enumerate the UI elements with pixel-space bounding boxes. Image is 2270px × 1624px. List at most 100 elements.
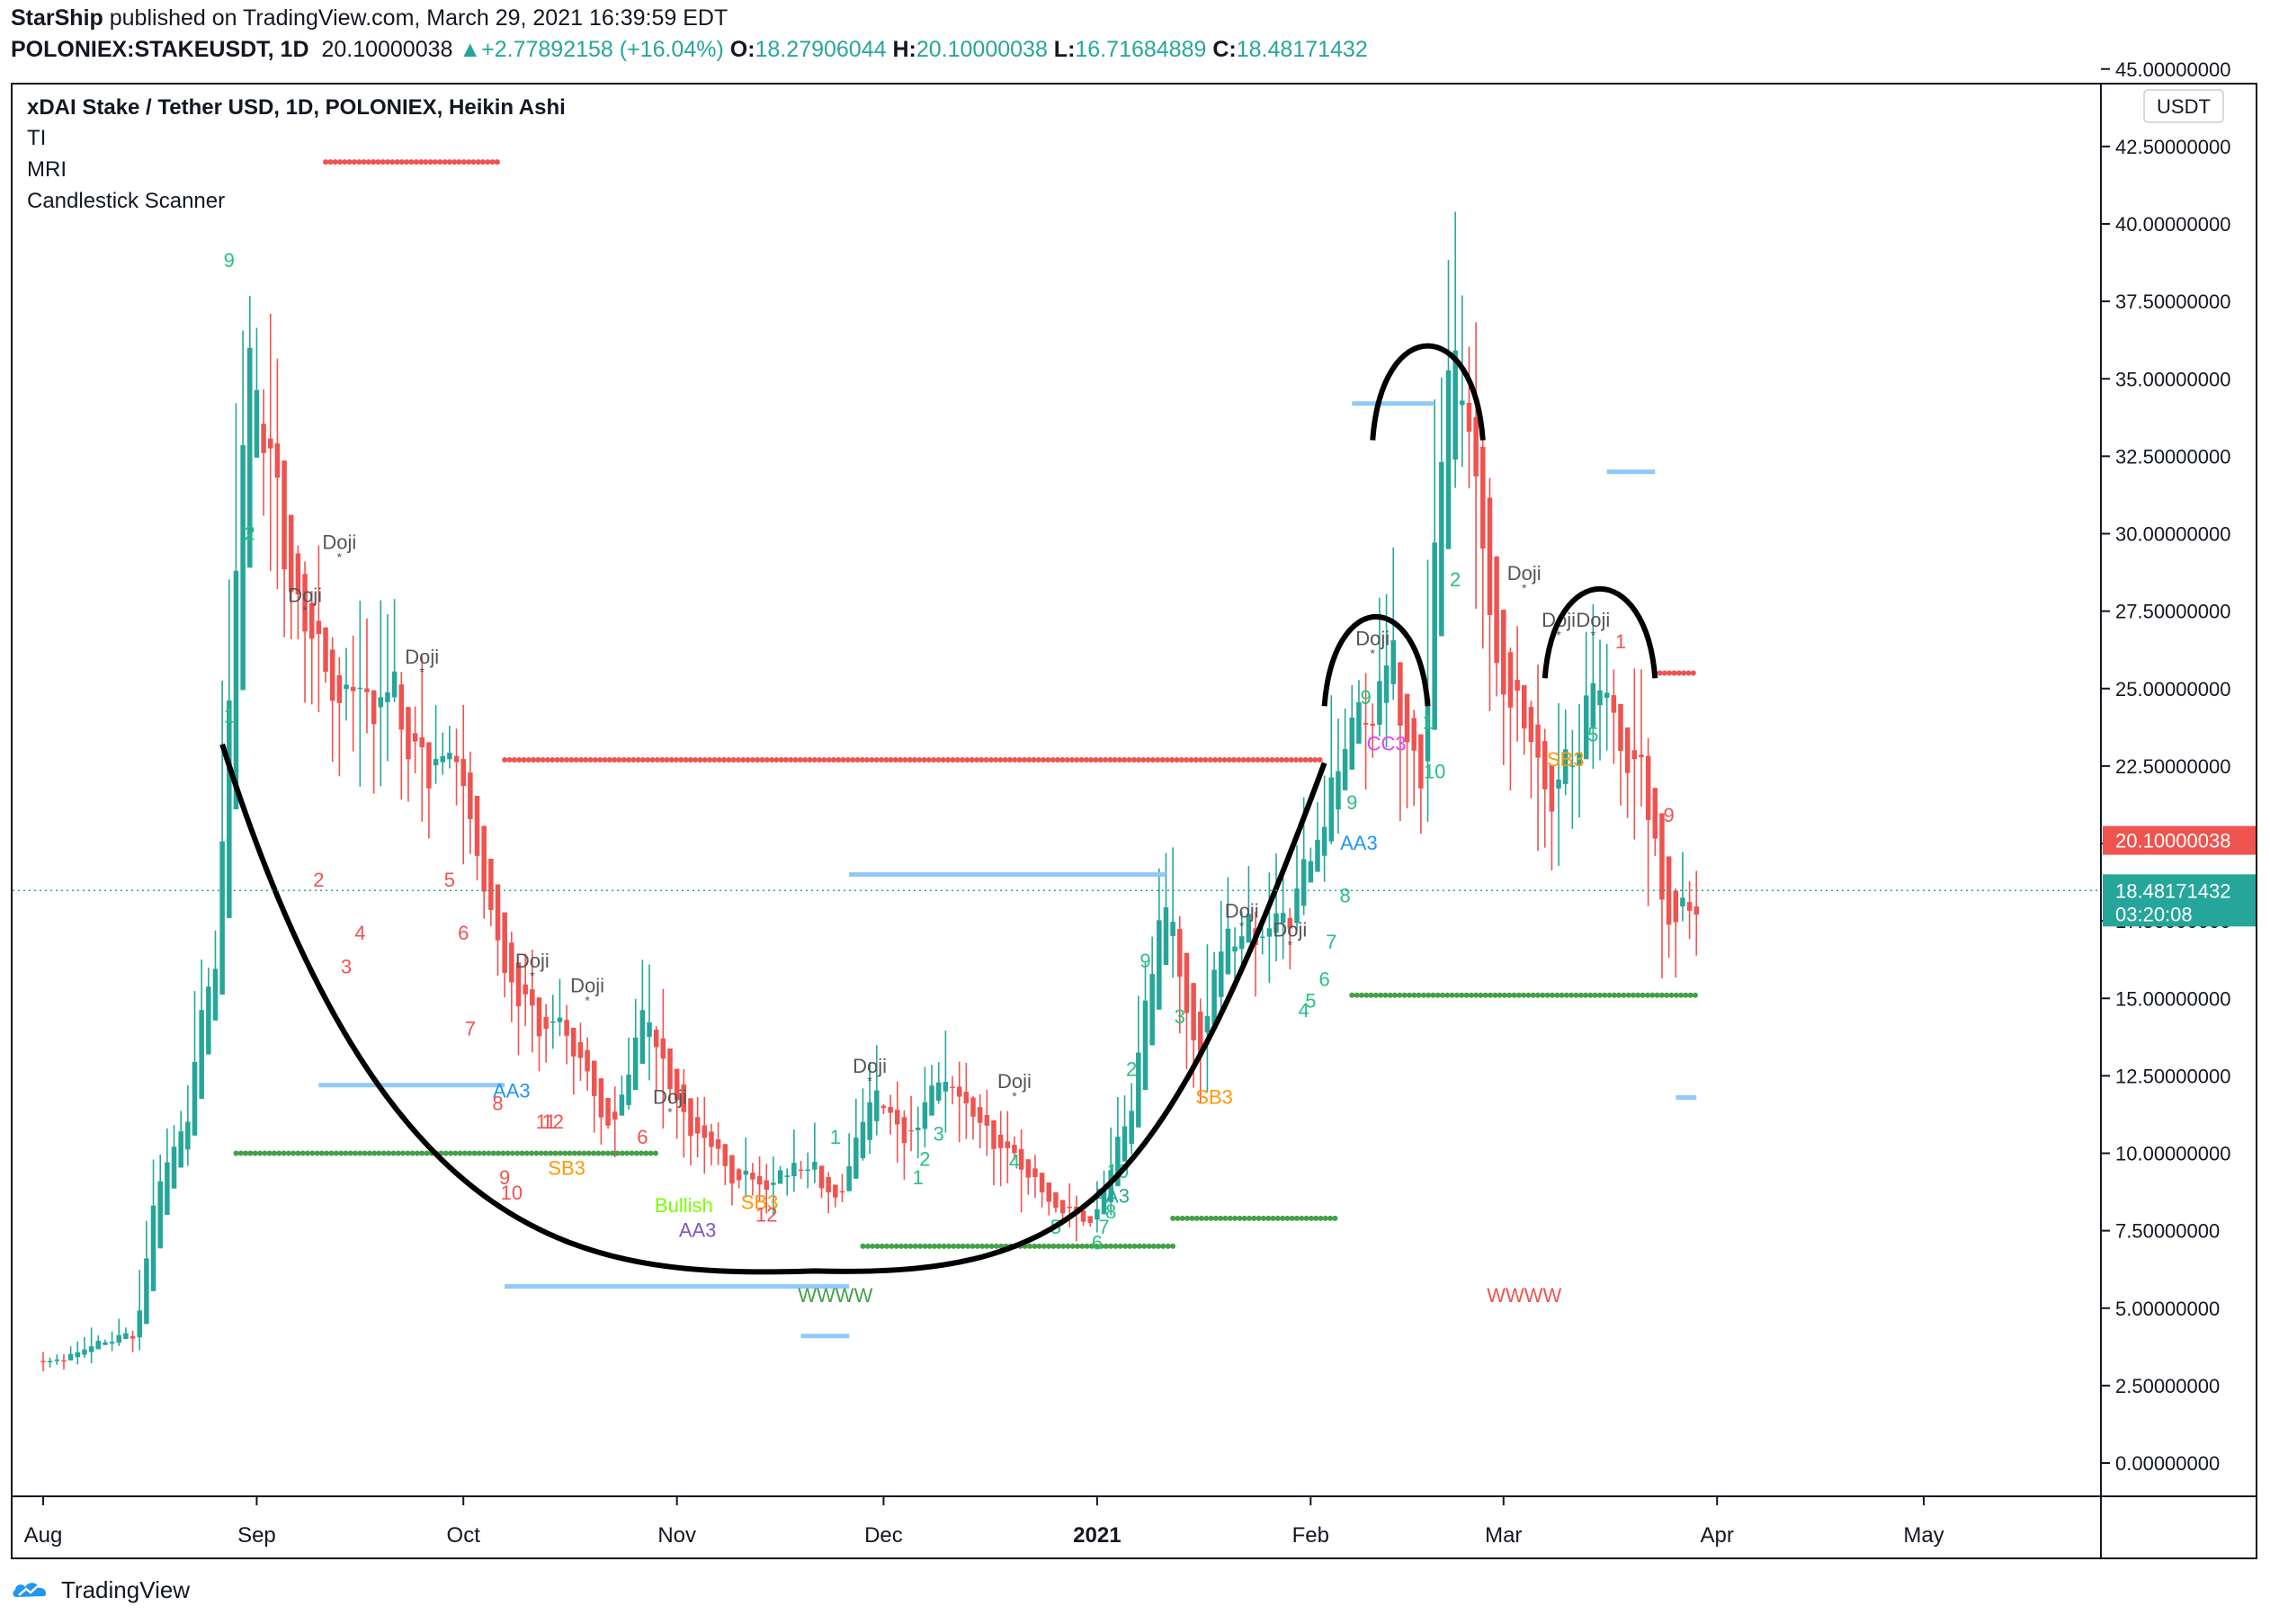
indicator-ti[interactable]: TI: [27, 126, 47, 150]
candle-body: [364, 688, 370, 692]
up-arrow-icon: ▲: [459, 37, 482, 62]
candle-body: [371, 690, 377, 725]
candle-body: [1673, 890, 1679, 923]
candle-body: [1246, 914, 1252, 943]
candle-body: [694, 1117, 701, 1134]
doji-marker: *: [1012, 1089, 1017, 1103]
x-tick-label: Apr: [1701, 1523, 1734, 1548]
candle-body: [1624, 727, 1631, 773]
candle-body: [1425, 698, 1431, 762]
y-tick-label: 22.50000000: [2115, 755, 2230, 778]
candle-body: [1631, 750, 1638, 760]
candle-body: [653, 1030, 659, 1048]
candle-body: [605, 1097, 611, 1126]
candle-body: [1149, 974, 1155, 1046]
sequential-count-label: 2: [919, 1147, 930, 1170]
candle-body: [1225, 928, 1231, 975]
candle-body: [1129, 1111, 1134, 1145]
y-tick-label: 27.50000000: [2115, 601, 2230, 623]
candle-body: [240, 445, 246, 691]
sequential-count-label: 2: [1126, 1057, 1137, 1080]
open-label: O:: [729, 37, 755, 62]
candle-body: [791, 1163, 797, 1177]
candle-body: [1590, 683, 1596, 727]
candle-body: [47, 1361, 53, 1363]
candle-body: [1680, 897, 1685, 906]
candle-body: [1012, 1145, 1017, 1154]
candle-body: [997, 1134, 1004, 1148]
candle-body: [598, 1078, 604, 1118]
candle-body: [344, 684, 349, 690]
sequential-count-label: 2: [1450, 568, 1461, 591]
candle-body: [860, 1121, 866, 1158]
y-tick-label: 40.00000000: [2115, 213, 2230, 236]
last-price: 20.10000038: [321, 37, 453, 62]
pattern-label: SB3: [548, 1157, 585, 1180]
chart-legend-title[interactable]: xDAI Stake / Tether USD, 1D, POLONIEX, H…: [27, 95, 566, 120]
candle-body: [192, 1061, 198, 1136]
candle-body: [1184, 952, 1190, 1013]
candle-body: [977, 1107, 983, 1123]
sequential-count-label: 10: [1424, 761, 1445, 783]
candle-body: [1025, 1159, 1032, 1178]
candle-body: [137, 1310, 142, 1338]
candle-body: [660, 1038, 666, 1059]
close-value: 18.48171432: [1236, 37, 1368, 62]
candle-body: [1067, 1206, 1072, 1209]
candle-body: [846, 1165, 852, 1191]
candle-body: [1363, 722, 1369, 725]
candle-body: [818, 1165, 825, 1189]
sequential-count-label: 8: [492, 1092, 503, 1114]
sequential-count-label: 9: [1346, 791, 1357, 814]
candle-body: [1522, 685, 1527, 729]
doji-marker: *: [530, 968, 535, 983]
candle-body: [54, 1359, 60, 1361]
y-tick-label: 12.50000000: [2115, 1065, 2230, 1087]
candle-body: [295, 553, 301, 595]
candle-body: [1328, 777, 1335, 842]
candle-body: [1191, 983, 1196, 1040]
candle-body: [1398, 662, 1403, 726]
doji-marker: *: [1371, 647, 1376, 661]
candle-body: [323, 627, 328, 673]
candle-body: [826, 1176, 831, 1193]
x-tick-label: Mar: [1485, 1523, 1522, 1548]
candle-body: [1356, 701, 1362, 744]
candle-body: [1597, 690, 1603, 706]
doji-label: Doji: [1507, 562, 1542, 584]
candle-body: [1383, 665, 1390, 703]
doji-label: Doji: [853, 1055, 887, 1077]
candle-body: [95, 1341, 102, 1350]
candle-body: [336, 674, 343, 703]
sequential-count-label: 6: [1092, 1231, 1103, 1254]
publisher-name[interactable]: StarShip: [11, 5, 103, 31]
candle-body: [764, 1180, 769, 1190]
doji-label: Doji: [570, 974, 604, 996]
candle-body: [895, 1110, 900, 1125]
high-value: 20.10000038: [916, 37, 1048, 62]
candle-body: [206, 986, 211, 1055]
indicator-candlestick-scanner[interactable]: Candlestick Scanner: [27, 189, 226, 213]
candle-body: [577, 1041, 584, 1058]
candle-body: [1170, 922, 1175, 937]
candle-body: [40, 1361, 46, 1362]
candle-body: [1163, 907, 1169, 966]
chart-frame[interactable]: [11, 83, 2257, 1559]
doji-label: Doji: [653, 1085, 687, 1108]
symbol-info: POLONIEX:STAKEUSDT, 1D 20.10000038 ▲+2.7…: [11, 37, 1368, 63]
y-tick-label: 10.00000000: [2115, 1143, 2230, 1165]
x-tick-label: 2021: [1073, 1523, 1121, 1548]
indicator-mri[interactable]: MRI: [27, 157, 67, 182]
candle-body: [1122, 1126, 1128, 1162]
candle-body: [1686, 902, 1693, 911]
candle-body: [150, 1205, 156, 1291]
tradingview-branding[interactable]: TradingView: [11, 1576, 190, 1604]
candle-body: [406, 707, 411, 760]
y-tick-label: 37.50000000: [2115, 290, 2230, 313]
candle-body: [550, 1021, 556, 1023]
tradingview-logo-icon: [13, 1582, 47, 1597]
candle-body: [1315, 839, 1320, 872]
candle-body: [398, 684, 405, 730]
candle-body: [1115, 1137, 1121, 1187]
